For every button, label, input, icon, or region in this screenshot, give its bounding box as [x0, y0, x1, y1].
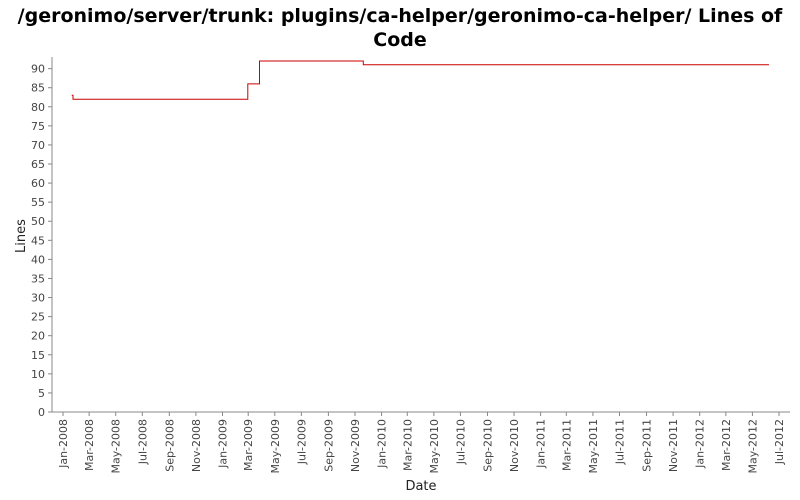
y-tick-label: 50: [31, 215, 45, 228]
x-tick-label: Jul-2012: [773, 419, 786, 465]
y-tick-label: 25: [31, 311, 45, 324]
x-tick-label: Jul-2010: [454, 419, 467, 465]
x-tick-label: Jul-2009: [295, 419, 308, 465]
x-tick-label: May-2009: [269, 419, 282, 474]
y-axis-title: Lines: [14, 219, 29, 253]
y-tick-label: 85: [31, 82, 45, 95]
x-axis: Jan-2008 Mar-2008 May-2008 Jul-2008 Sep-2008…: [52, 411, 790, 474]
x-tick-label: Mar-2011: [560, 419, 573, 471]
series-layer: [71, 60, 769, 100]
x-tick-label: Mar-2012: [720, 419, 733, 471]
x-tick-label: Sep-2008: [163, 419, 176, 472]
y-tick-label: 45: [31, 234, 45, 247]
x-tick-label: Jan-2011: [535, 419, 548, 469]
y-tick-label: 35: [31, 272, 45, 285]
y-tick-label: 20: [31, 330, 45, 343]
x-tick-label: Sep-2011: [641, 419, 654, 472]
chart-title: /geronimo/server/trunk: plugins/ca-helpe…: [17, 5, 783, 51]
x-tick-label: Mar-2008: [83, 419, 96, 471]
y-axis: 0 5 10 15 20 25 30 35 40 45 50 55 60 65 70 75 80 85 90: [31, 57, 53, 419]
y-tick-label: 75: [31, 120, 45, 133]
plot-background: [52, 57, 790, 412]
x-tick-label: May-2010: [428, 419, 441, 474]
x-tick-label: Nov-2010: [508, 419, 521, 472]
y-tick-label: 90: [31, 63, 45, 76]
x-tick-label: May-2011: [587, 419, 600, 474]
x-tick-label: Nov-2008: [190, 419, 203, 472]
y-tick-label: 15: [31, 349, 45, 362]
y-tick-label: 0: [38, 406, 45, 419]
plot-area: [52, 57, 790, 412]
y-tick-label: 65: [31, 158, 45, 171]
x-tick-label: Nov-2011: [667, 419, 680, 472]
x-tick-label: Mar-2010: [401, 419, 414, 471]
x-tick-label: Mar-2009: [242, 419, 255, 471]
x-tick-label: Jul-2011: [614, 419, 627, 465]
y-tick-label: 40: [31, 253, 45, 266]
y-tick-label: 70: [31, 139, 45, 152]
series-line: [71, 60, 769, 100]
y-tick-label: 30: [31, 292, 45, 305]
x-tick-label: Jan-2009: [216, 419, 229, 469]
x-tick-label: Jan-2012: [694, 419, 707, 469]
y-tick-label: 10: [31, 368, 45, 381]
y-tick-label: 5: [38, 387, 45, 400]
x-tick-label: May-2008: [110, 419, 123, 474]
x-tick-label: Sep-2010: [481, 419, 494, 472]
x-tick-label: Sep-2009: [322, 419, 335, 472]
x-axis-title: Date: [405, 479, 436, 494]
x-tick-label: Jan-2008: [57, 419, 70, 469]
y-tick-label: 60: [31, 177, 45, 190]
x-tick-label: Jan-2010: [376, 419, 389, 469]
x-tick-label: Nov-2009: [349, 419, 362, 472]
x-tick-label: May-2012: [746, 419, 759, 474]
x-tick-label: Jul-2008: [136, 419, 149, 465]
y-tick-label: 80: [31, 101, 45, 114]
y-tick-label: 55: [31, 196, 45, 209]
